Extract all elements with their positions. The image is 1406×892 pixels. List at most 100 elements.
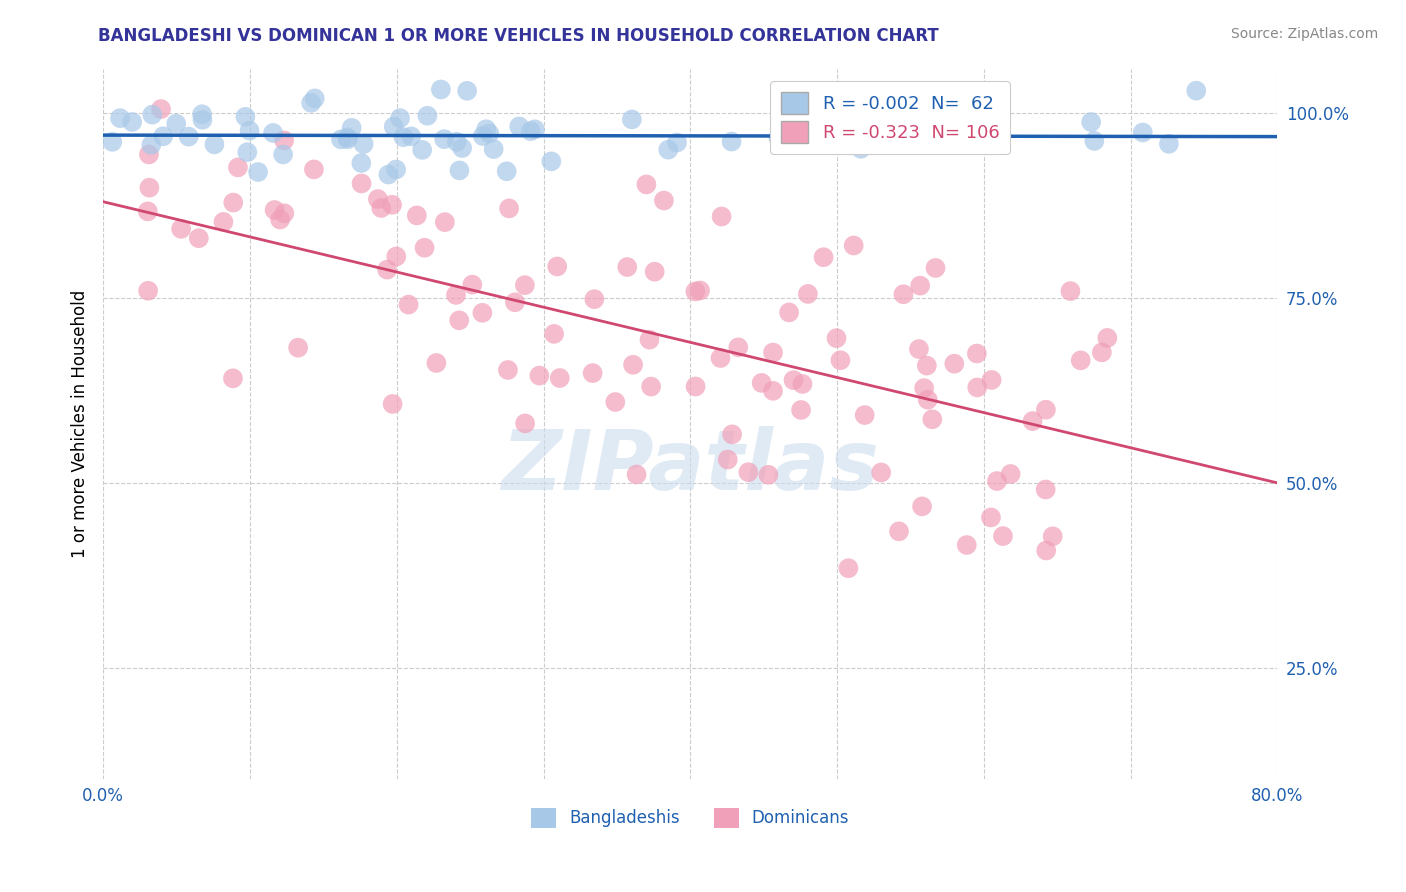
Point <box>956 538 979 552</box>
Point <box>336 130 359 145</box>
Point <box>425 356 447 370</box>
Point <box>519 124 541 138</box>
Point <box>583 292 606 306</box>
Point <box>191 107 214 121</box>
Point <box>273 206 295 220</box>
Point <box>475 122 498 136</box>
Point <box>141 108 163 122</box>
Point <box>1157 136 1180 151</box>
Point <box>853 408 876 422</box>
Point <box>529 368 551 383</box>
Point <box>136 284 159 298</box>
Point <box>350 156 373 170</box>
Point <box>411 143 433 157</box>
Point <box>444 288 467 302</box>
Point <box>471 128 494 143</box>
Point <box>797 287 820 301</box>
Point <box>986 474 1008 488</box>
Point <box>212 215 235 229</box>
Point <box>513 417 536 431</box>
Point <box>433 132 456 146</box>
Point <box>375 262 398 277</box>
Point <box>720 135 742 149</box>
Point <box>399 129 422 144</box>
Point <box>666 136 689 150</box>
Point <box>825 331 848 345</box>
Point <box>991 529 1014 543</box>
Point <box>304 91 326 105</box>
Point <box>381 198 404 212</box>
Point <box>762 345 785 359</box>
Point <box>1097 331 1119 345</box>
Point <box>717 452 740 467</box>
Point <box>543 326 565 341</box>
Point <box>685 379 707 393</box>
Point <box>689 284 711 298</box>
Point <box>582 366 605 380</box>
Point <box>165 117 187 131</box>
Point <box>273 133 295 147</box>
Point <box>446 135 468 149</box>
Point <box>966 380 988 394</box>
Point <box>644 265 666 279</box>
Point <box>498 202 520 216</box>
Point <box>451 141 474 155</box>
Point <box>870 466 893 480</box>
Point <box>353 136 375 151</box>
Point <box>350 177 373 191</box>
Point <box>138 147 160 161</box>
Point <box>370 201 392 215</box>
Point <box>792 376 814 391</box>
Point <box>1042 529 1064 543</box>
Point <box>496 363 519 377</box>
Point <box>482 142 505 156</box>
Point <box>381 397 404 411</box>
Point <box>721 427 744 442</box>
Point <box>908 342 931 356</box>
Point <box>782 373 804 387</box>
Point <box>187 231 209 245</box>
Point <box>271 147 294 161</box>
Point <box>269 212 291 227</box>
Point <box>513 278 536 293</box>
Point <box>503 295 526 310</box>
Point <box>138 180 160 194</box>
Point <box>778 305 800 319</box>
Y-axis label: 1 or more Vehicles in Household: 1 or more Vehicles in Household <box>72 290 89 558</box>
Point <box>939 136 962 151</box>
Point <box>1083 134 1105 148</box>
Point <box>405 209 427 223</box>
Point <box>247 165 270 179</box>
Text: Source: ZipAtlas.com: Source: ZipAtlas.com <box>1230 27 1378 41</box>
Point <box>924 260 946 275</box>
Point <box>813 250 835 264</box>
Point <box>709 351 731 365</box>
Point <box>433 215 456 229</box>
Point <box>340 120 363 135</box>
Point <box>121 115 143 129</box>
Point <box>1035 483 1057 497</box>
Point <box>108 111 131 125</box>
Point <box>605 395 627 409</box>
Legend: Bangladeshis, Dominicans: Bangladeshis, Dominicans <box>524 801 856 835</box>
Point <box>540 154 562 169</box>
Point <box>842 238 865 252</box>
Point <box>226 161 249 175</box>
Point <box>751 376 773 390</box>
Point <box>621 358 644 372</box>
Point <box>917 392 939 407</box>
Point <box>1035 402 1057 417</box>
Point <box>1080 115 1102 129</box>
Point <box>1132 126 1154 140</box>
Point <box>236 145 259 160</box>
Point <box>336 132 359 146</box>
Point <box>389 111 412 125</box>
Point <box>456 84 478 98</box>
Point <box>430 82 453 96</box>
Point <box>495 164 517 178</box>
Point <box>652 194 675 208</box>
Point <box>1000 467 1022 481</box>
Point <box>790 403 813 417</box>
Point <box>911 500 934 514</box>
Point <box>302 162 325 177</box>
